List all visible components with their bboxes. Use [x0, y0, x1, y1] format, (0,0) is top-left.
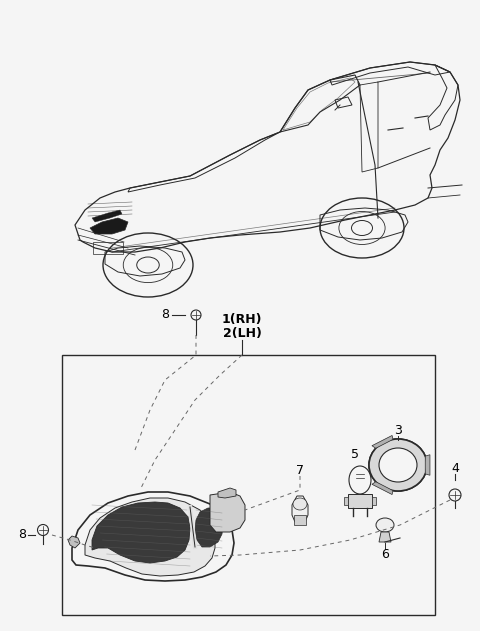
Bar: [348, 494, 372, 508]
Text: 8: 8: [18, 529, 26, 541]
Ellipse shape: [349, 466, 371, 494]
Polygon shape: [372, 435, 393, 448]
Text: 5: 5: [351, 449, 359, 461]
Text: 4: 4: [451, 461, 459, 475]
Ellipse shape: [376, 518, 394, 532]
Polygon shape: [90, 218, 128, 234]
Text: 8: 8: [161, 309, 169, 322]
Text: 1(RH): 1(RH): [222, 314, 262, 326]
Bar: [344, 497, 348, 505]
Bar: [372, 497, 376, 505]
Polygon shape: [92, 502, 190, 563]
Text: 2(LH): 2(LH): [223, 327, 262, 341]
Text: 3: 3: [394, 423, 402, 437]
Polygon shape: [292, 496, 308, 522]
Polygon shape: [195, 508, 223, 547]
Bar: [62, 355, 435, 615]
Text: 6: 6: [381, 548, 389, 562]
Polygon shape: [85, 498, 215, 576]
Polygon shape: [210, 492, 245, 532]
Polygon shape: [372, 481, 393, 495]
Polygon shape: [218, 488, 236, 498]
Polygon shape: [68, 536, 80, 548]
Ellipse shape: [379, 448, 417, 482]
Polygon shape: [379, 532, 391, 542]
Text: 7: 7: [296, 464, 304, 476]
Polygon shape: [425, 455, 430, 475]
Bar: [93, 242, 123, 254]
Ellipse shape: [369, 439, 427, 491]
Ellipse shape: [293, 498, 307, 510]
Polygon shape: [92, 210, 122, 222]
Bar: [294, 515, 306, 525]
